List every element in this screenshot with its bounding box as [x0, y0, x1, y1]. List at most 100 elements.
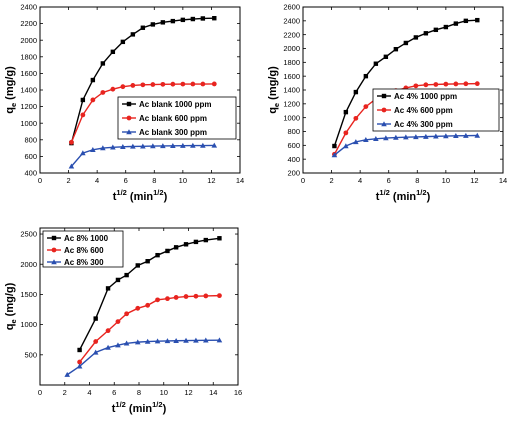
y-tick-label: 1400 — [20, 86, 37, 95]
data-point-s2-6 — [134, 339, 141, 345]
data-point-s0-4 — [110, 49, 116, 55]
data-point-s2-8 — [150, 143, 156, 149]
x-tick-label: 0 — [38, 388, 42, 397]
data-point-s1-9 — [423, 82, 429, 88]
data-point-s2-legend — [381, 121, 387, 127]
data-point-s0-11 — [193, 239, 199, 245]
x-tick-label: 12 — [470, 176, 478, 185]
x-axis-label: t1/2 (min1/2) — [112, 400, 167, 415]
data-point-s0-legend — [126, 101, 132, 107]
series-line — [66, 339, 220, 376]
x-tick-label: 10 — [442, 176, 450, 185]
x-tick-label: 6 — [124, 176, 128, 185]
data-point-s2-10 — [433, 133, 439, 139]
x-tick-label: 6 — [112, 388, 116, 397]
y-tick-label: 500 — [24, 350, 37, 359]
x-tick-label: 2 — [63, 388, 67, 397]
data-point-s2-0 — [64, 371, 71, 377]
legend-label: Ac 4% 600 ppm — [394, 106, 453, 115]
data-point-s1-13 — [200, 81, 206, 87]
data-point-s0-13 — [200, 16, 206, 21]
x-tick-label: 12 — [207, 176, 215, 185]
data-point-s0-11 — [180, 17, 186, 23]
data-point-s2-14 — [216, 337, 223, 343]
legend: Ac 8% 1000 Ac 8% 600 Ac 8% 300 — [42, 230, 124, 268]
data-point-s1-7 — [140, 82, 146, 88]
data-point-s1-1 — [343, 130, 349, 136]
data-point-s2-12 — [190, 142, 196, 148]
data-point-s1-3 — [115, 319, 121, 324]
data-point-s2-13 — [203, 337, 209, 343]
data-point-s2-3 — [100, 145, 106, 151]
data-point-s2-3 — [363, 137, 369, 142]
y-tick-label: 2600 — [283, 3, 300, 12]
y-axis-label: qe (mg/g) — [4, 66, 18, 114]
data-point-s2-2 — [353, 139, 359, 145]
data-point-s2-legend — [51, 259, 57, 265]
chart-panel-top-left: 0 2 4 6 8 10 12 14 400 600 800 1000 1200 1400 1600 1800… — [4, 3, 244, 203]
y-tick-label: 2200 — [283, 30, 300, 39]
data-point-s0-14 — [212, 16, 217, 21]
y-tick-label: 1000 — [283, 113, 300, 122]
y-tick-label: 1000 — [20, 320, 37, 329]
data-point-s1-9 — [173, 295, 179, 300]
data-point-s0-13 — [463, 18, 469, 24]
data-point-s1-11 — [193, 293, 199, 299]
data-point-s1-11 — [180, 81, 186, 87]
y-tick-label: 1200 — [20, 102, 37, 111]
x-tick-label: 16 — [234, 388, 242, 397]
data-point-s2-7 — [403, 134, 409, 140]
data-point-s0-legend — [381, 93, 387, 99]
data-point-s2-10 — [173, 337, 179, 343]
legend-label: Ac blank 300 ppm — [139, 128, 207, 137]
data-point-s1-10 — [170, 81, 176, 87]
data-point-s1-1 — [93, 339, 99, 344]
y-tick-label: 2000 — [20, 36, 37, 45]
data-point-s0-12 — [203, 237, 209, 243]
y-tick-label: 400 — [287, 155, 300, 164]
data-point-s2-8 — [413, 134, 419, 140]
series-1 — [77, 293, 222, 365]
data-point-s1-6 — [145, 302, 151, 308]
data-point-s2-11 — [443, 133, 449, 139]
x-tick-label: 2 — [66, 176, 70, 185]
data-point-s2-14 — [474, 132, 481, 138]
data-point-s1-10 — [183, 294, 189, 299]
legend-label: Ac 4% 1000 ppm — [394, 92, 457, 101]
data-point-s1-5 — [120, 84, 126, 90]
legend-box — [372, 88, 500, 132]
x-axis-label: t1/2 (min1/2) — [113, 188, 168, 203]
data-point-s1-2 — [90, 97, 96, 103]
data-point-s2-5 — [123, 340, 130, 346]
data-point-s1-legend — [381, 107, 387, 113]
data-point-s2-13 — [463, 132, 469, 138]
data-point-s0-9 — [173, 245, 179, 250]
data-point-s0-7 — [403, 40, 409, 46]
legend-label: Ac 8% 600 — [64, 246, 104, 255]
data-point-s1-10 — [433, 82, 439, 87]
x-tick-label: 8 — [415, 176, 419, 185]
data-point-s1-13 — [217, 293, 222, 299]
y-tick-label: 1600 — [283, 72, 300, 81]
data-point-s1-legend — [126, 115, 132, 121]
data-point-s0-10 — [433, 27, 439, 33]
y-axis-label: qe (mg/g) — [267, 66, 281, 114]
data-point-s1-2 — [105, 328, 111, 334]
y-tick-label: 600 — [24, 152, 37, 161]
data-point-s0-10 — [183, 242, 189, 247]
x-tick-label: 10 — [179, 176, 187, 185]
data-point-s2-12 — [453, 133, 459, 139]
data-point-s1-14 — [474, 81, 480, 87]
data-point-s2-3 — [105, 344, 111, 350]
data-point-s0-13 — [217, 236, 222, 241]
data-point-s0-3 — [115, 277, 121, 283]
series-2 — [64, 337, 223, 377]
y-tick-label: 1800 — [283, 58, 300, 67]
data-point-s0-4 — [373, 61, 379, 66]
data-point-s2-7 — [140, 143, 146, 149]
data-point-s0-5 — [135, 263, 140, 268]
chart-panel-bottom-left: 0 2 4 6 8 10 12 14 16 500 1000 1500 2000 2500 Ac 8% 10… — [4, 227, 242, 415]
data-point-s0-6 — [145, 259, 150, 264]
y-tick-label: 2400 — [283, 16, 300, 25]
x-tick-label: 14 — [236, 176, 244, 185]
